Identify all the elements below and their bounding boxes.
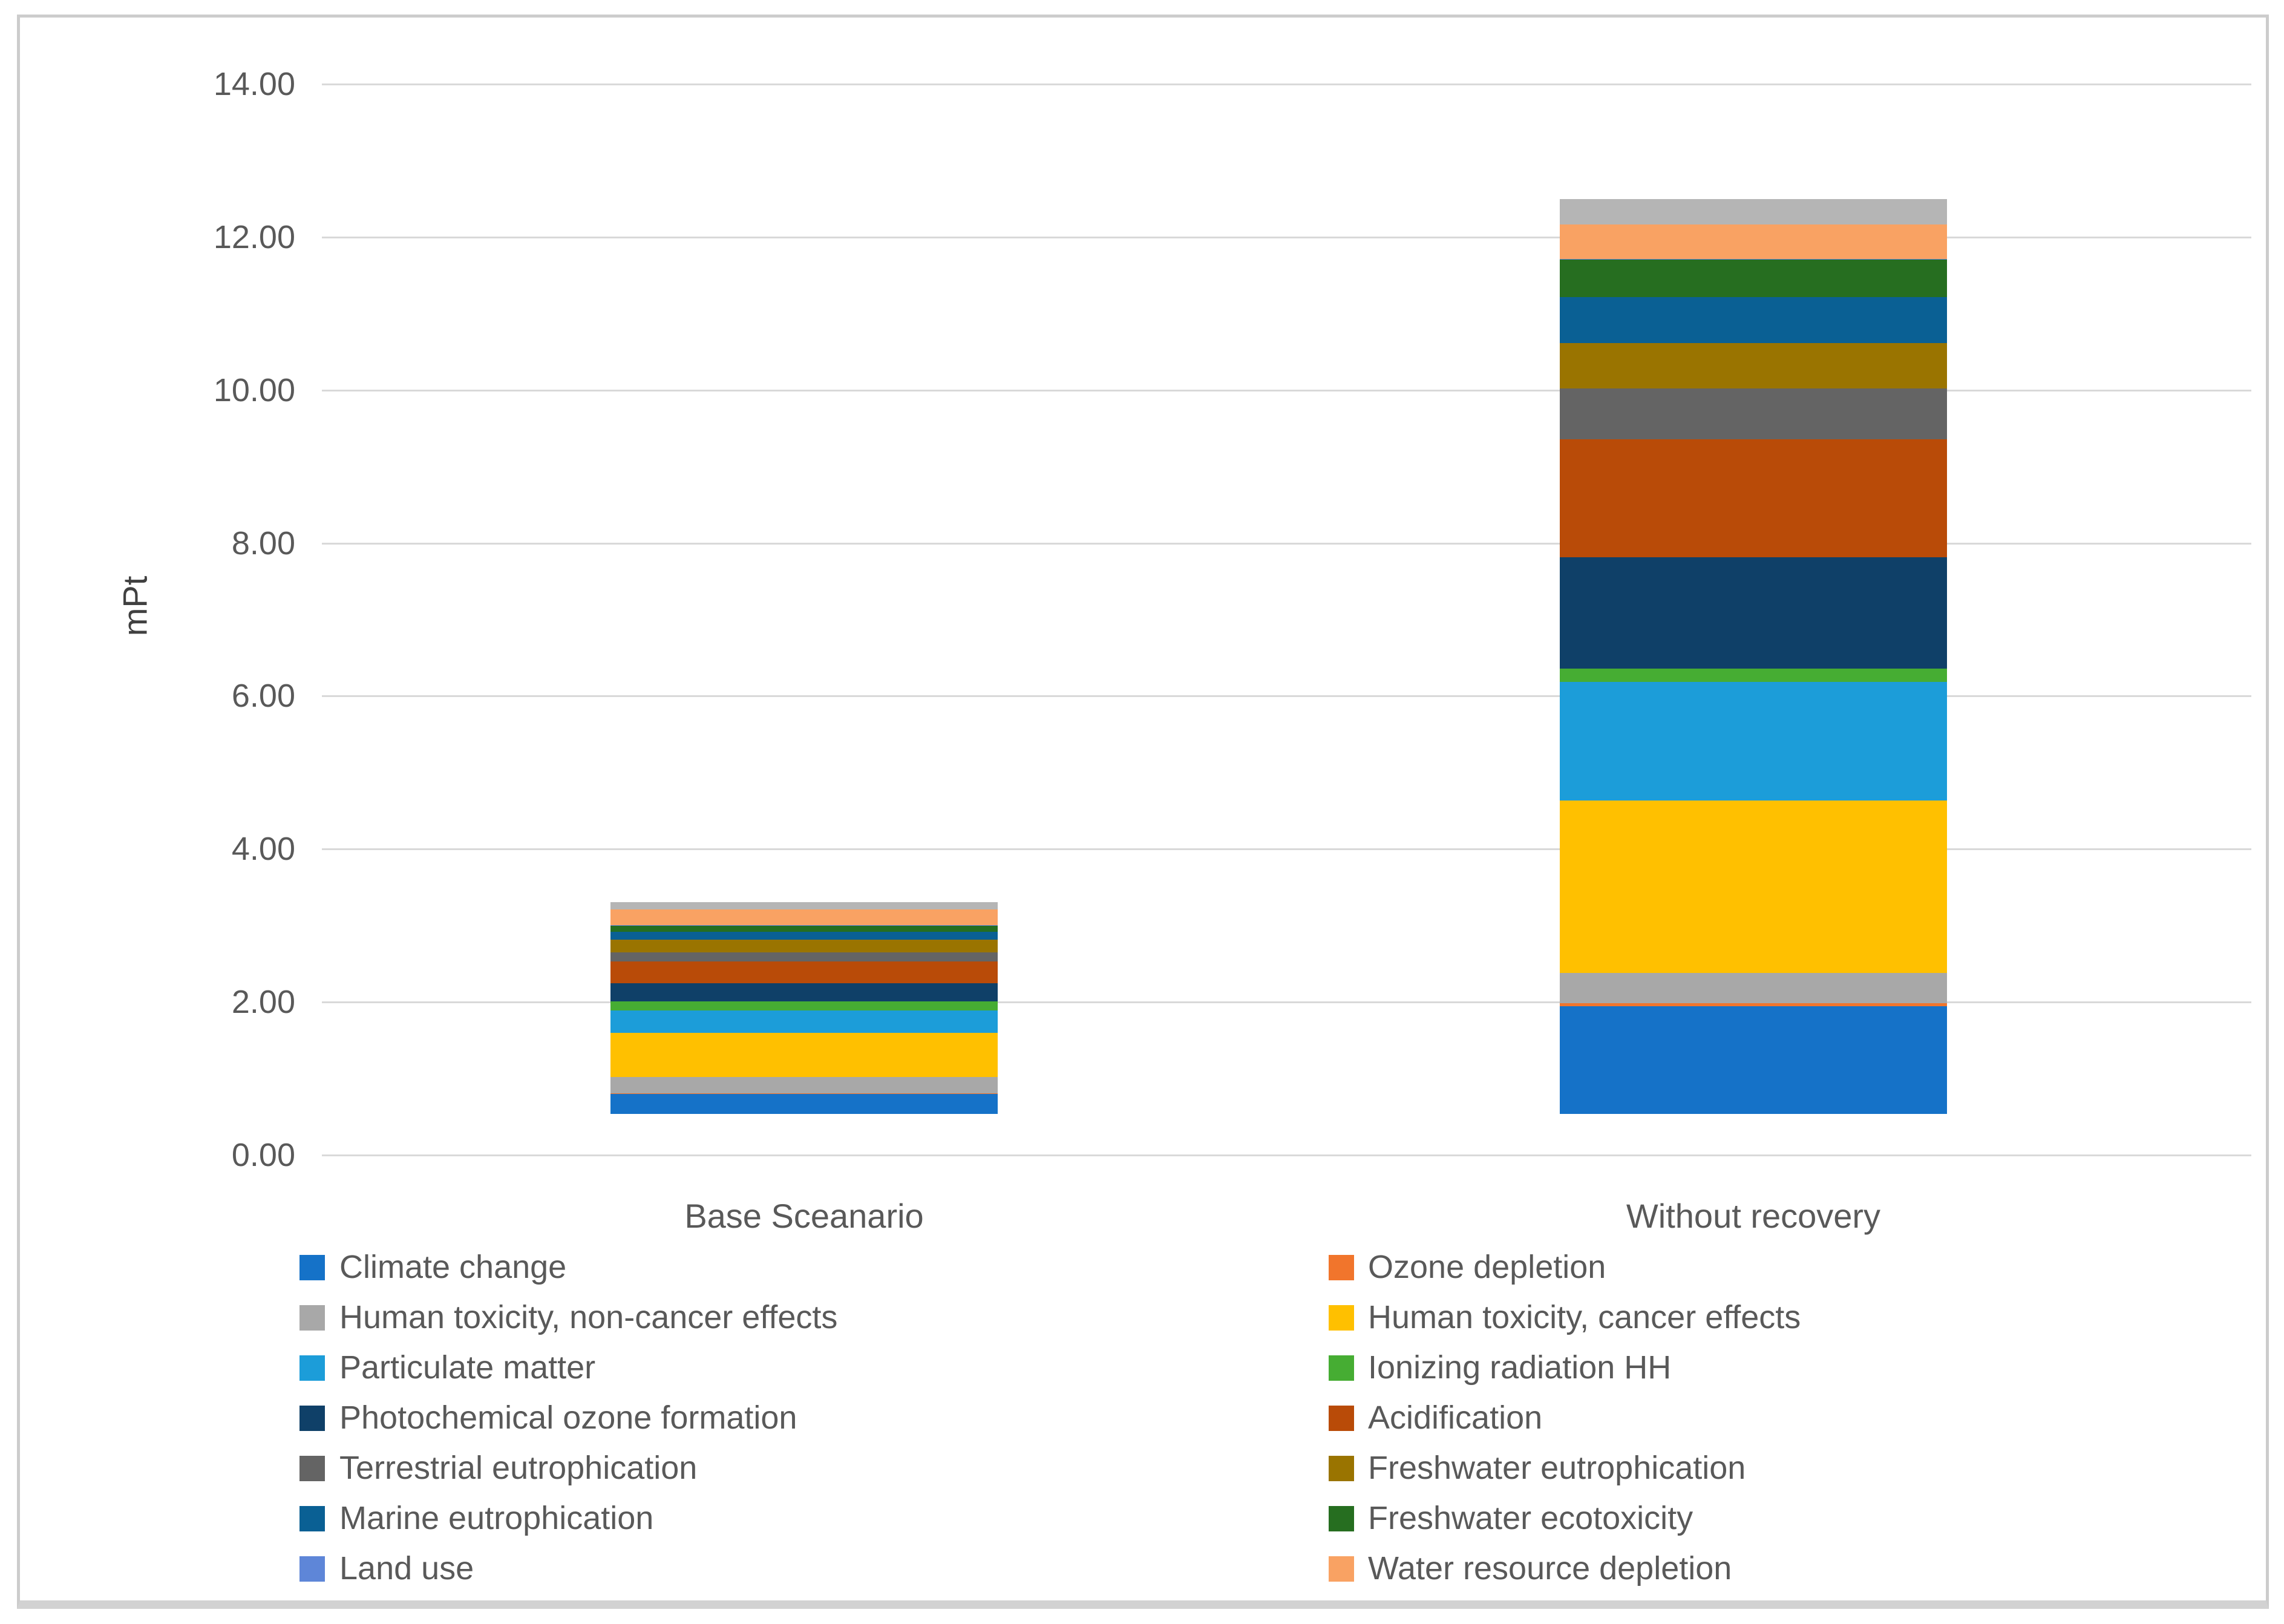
bar-segment: [610, 983, 998, 1002]
legend-swatch: [1329, 1406, 1354, 1431]
bar-segment: [1560, 198, 1947, 224]
bar-segment: [1560, 439, 1947, 557]
bar-segment: [1560, 681, 1947, 801]
bar-segment: [610, 1010, 998, 1033]
bar-segment: [1560, 259, 1947, 297]
bar-stack: [610, 902, 998, 1114]
bar-segment: [1560, 669, 1947, 682]
bar-segment: [1560, 224, 1947, 259]
y-tick-label: 0.00: [231, 1137, 295, 1173]
bar-segment: [1560, 557, 1947, 669]
gridline: [322, 1154, 2251, 1156]
y-tick-label: 6.00: [231, 678, 295, 715]
legend-swatch: [299, 1556, 325, 1582]
legend-label: Freshwater ecotoxicity: [1368, 1500, 1693, 1536]
category-label: Base Sceanario: [684, 1197, 924, 1235]
bar-segment: [610, 1033, 998, 1078]
bar-segment: [1560, 258, 1947, 260]
legend-swatch: [1329, 1456, 1354, 1481]
legend-swatch: [299, 1506, 325, 1531]
bar-segment: [1560, 296, 1947, 343]
bar-segment: [610, 932, 998, 940]
bar-segment: [1560, 973, 1947, 1003]
y-tick-label: 2.00: [231, 984, 295, 1021]
legend-label: Particulate matter: [339, 1349, 596, 1386]
bar-segment: [610, 1094, 998, 1114]
legend-swatch: [299, 1255, 325, 1280]
bar-segment: [610, 926, 998, 932]
category-label: Without recovery: [1626, 1197, 1881, 1235]
legend-label: Water resource depletion: [1368, 1550, 1732, 1586]
legend-label: Climate change: [339, 1249, 567, 1285]
legend-swatch: [1329, 1556, 1354, 1582]
legend-label: Freshwater eutrophication: [1368, 1450, 1746, 1486]
bar-stack: [1560, 198, 1947, 1114]
legend-label: Marine eutrophication: [339, 1500, 654, 1536]
bar-segment: [1560, 342, 1947, 389]
bar-segment: [610, 1093, 998, 1095]
legend-label: Land use: [339, 1550, 474, 1586]
y-tick-label: 12.00: [213, 218, 295, 255]
legend-swatch: [299, 1456, 325, 1481]
legend-label: Human toxicity, non-cancer effects: [339, 1299, 838, 1335]
y-tick-label: 10.00: [213, 372, 295, 408]
y-tick-label: 4.00: [231, 831, 295, 868]
legend-label: Terrestrial eutrophication: [339, 1450, 698, 1486]
legend-label: Human toxicity, cancer effects: [1368, 1299, 1801, 1335]
legend-swatch: [299, 1406, 325, 1431]
gridline: [322, 848, 2251, 851]
bar-segment: [610, 952, 998, 962]
y-tick-label: 14.00: [213, 66, 295, 102]
bar-segment: [610, 902, 998, 910]
legend-swatch: [299, 1305, 325, 1331]
y-tick-label: 8.00: [231, 525, 295, 562]
bar-segment: [610, 939, 998, 953]
figure-frame: 14.00 12.00 10.00 8.00 6.00 4.00 2.00 0.00 mPt …: [17, 15, 2269, 1609]
bar-segment: [610, 1001, 998, 1011]
y-axis-title: mPt: [116, 575, 154, 637]
bar-segment: [610, 961, 998, 983]
legend-swatch: [1329, 1506, 1354, 1531]
gridline: [322, 236, 2251, 238]
legend-label: Ozone depletion: [1368, 1249, 1606, 1285]
gridline: [322, 1001, 2251, 1004]
bar-segment: [610, 909, 998, 925]
gridline: [322, 695, 2251, 698]
legend-swatch: [1329, 1305, 1354, 1331]
gridline: [322, 389, 2251, 391]
legend-label: Photochemical ozone formation: [339, 1400, 797, 1436]
legend-swatch: [299, 1355, 325, 1381]
bar-segment: [1560, 800, 1947, 974]
bar-segment: [610, 925, 998, 926]
legend-label: Acidification: [1368, 1400, 1543, 1436]
bar-segment: [1560, 1003, 1947, 1006]
legend-swatch: [1329, 1355, 1354, 1381]
gridline: [322, 83, 2251, 85]
legend-label: Ionizing radiation HH: [1368, 1349, 1672, 1386]
bar-segment: [610, 1077, 998, 1093]
bar-segment: [1560, 1006, 1947, 1114]
legend-swatch: [1329, 1255, 1354, 1280]
gridline: [322, 542, 2251, 545]
bar-segment: [1560, 388, 1947, 439]
